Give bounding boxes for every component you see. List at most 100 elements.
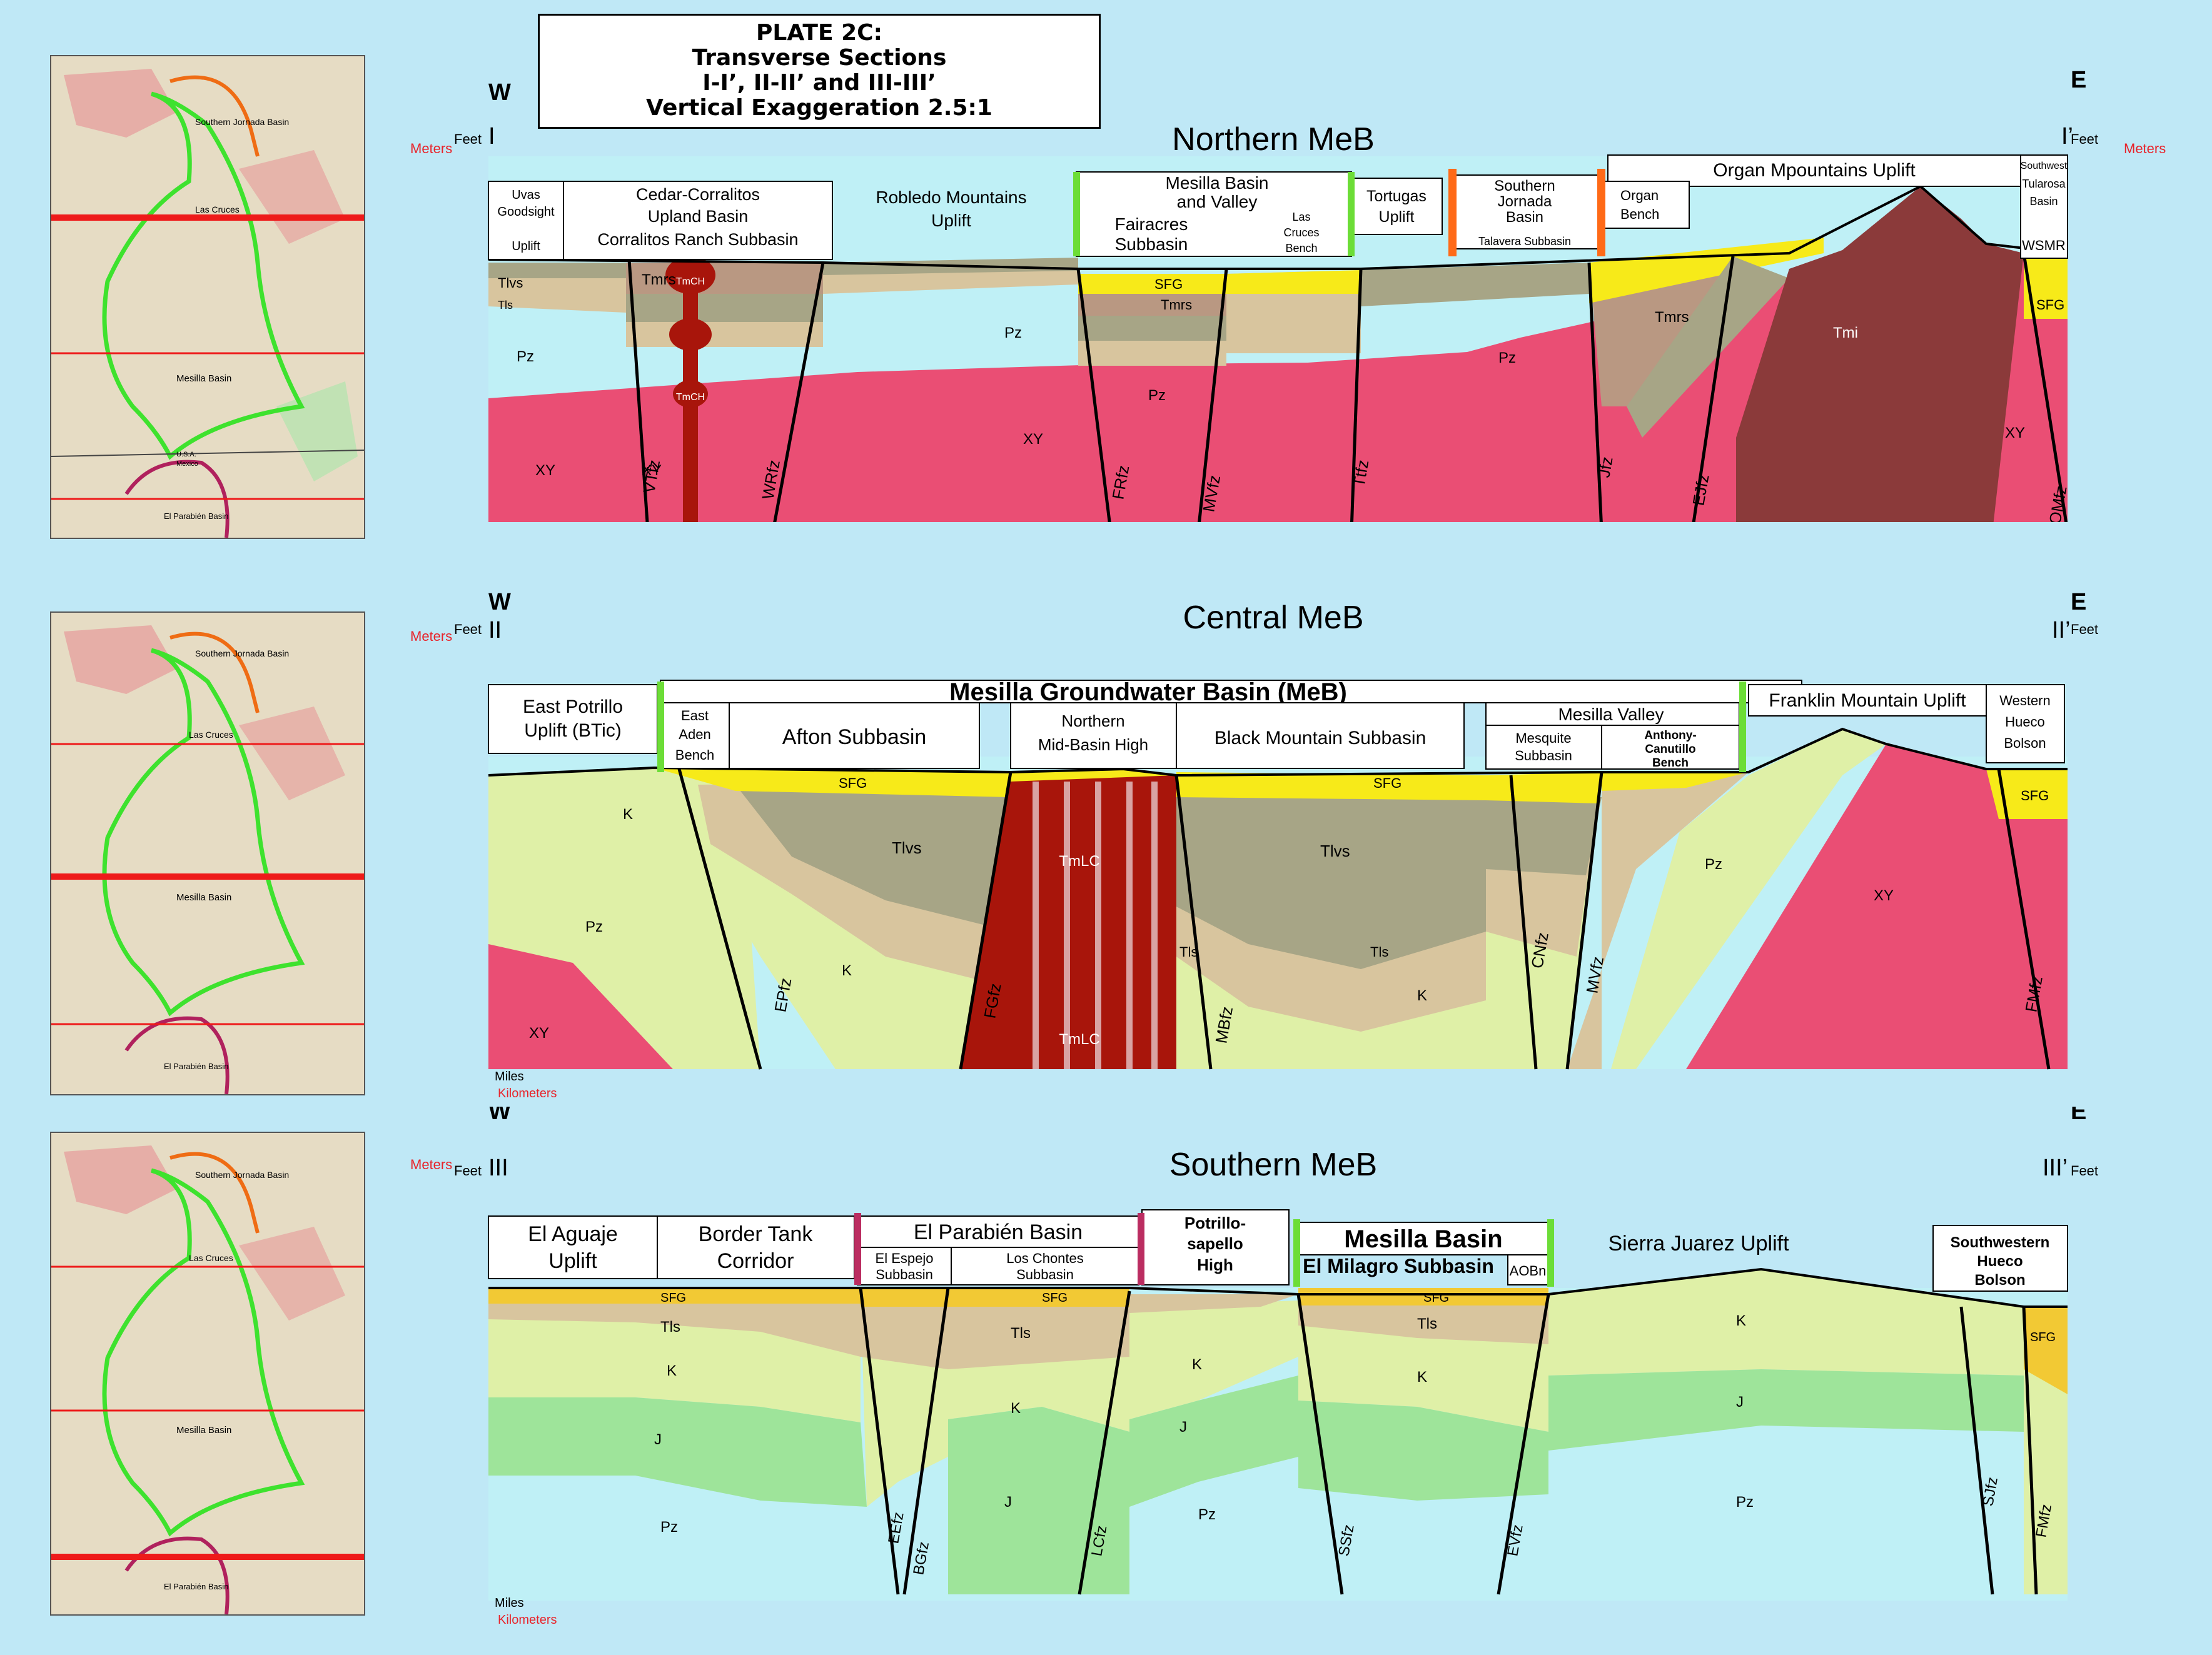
map3-label-cruces: Las Cruces	[189, 1253, 233, 1263]
label-Pz-2: Pz	[1004, 324, 1022, 341]
TmLC-stripes	[1033, 782, 1158, 1069]
fault-FMfz-III	[2022, 1306, 2038, 1595]
box-valley: Mesilla Valley	[1558, 705, 1664, 724]
cross-section-II: East Potrillo Uplift (BTic) Mesilla Grou…	[385, 581, 2193, 1104]
fault-FMfz	[1997, 768, 2051, 1070]
box-aguaje-2: Uplift	[548, 1249, 597, 1273]
label-XY-1: XY	[535, 462, 555, 479]
box-jornada-2: Jornada	[1498, 193, 1552, 210]
label-Tmi: Tmi	[1833, 324, 1858, 341]
section-title-III: Southern MeB	[1169, 1147, 1377, 1183]
unit-Tls-w	[488, 278, 626, 313]
box-lascruces-1: Las	[1292, 211, 1310, 223]
plate-subtitle: Transverse Sections	[692, 45, 947, 71]
box-cedar-1: Cedar-Corralitos	[636, 185, 760, 204]
box-hueco-III-1: Southwestern	[1951, 1234, 2050, 1251]
TmCH-bulb-2	[669, 318, 712, 351]
box-hueco-1: Western	[1999, 693, 2051, 708]
box-tularosa-1: Southwest	[2021, 161, 2068, 171]
fault-MVfz	[1196, 268, 1228, 532]
label-Pz-III-1: Pz	[660, 1519, 678, 1536]
label-SFG-II-3: SFG	[2021, 788, 2049, 803]
section-title-I: Northern MeB	[1172, 121, 1375, 158]
map-label-usa: U.S.A.	[176, 451, 196, 458]
box-mesilla-III: Mesilla Basin	[1344, 1225, 1502, 1253]
box-potrillo-III-3: High	[1197, 1255, 1233, 1274]
unit-XY-west	[488, 944, 673, 1069]
header-boxes-I: Uvas Goodsight Uplift Cedar-Corralitos U…	[488, 154, 2068, 260]
map3-label-parabien: El Parabién Basin	[164, 1582, 228, 1591]
axis-meters-left-III: Meters	[410, 1157, 452, 1172]
axis-miles-II: Miles	[495, 1070, 524, 1084]
fault-FGfz	[959, 772, 1013, 1070]
unit-SFG-fair	[1078, 274, 1226, 294]
fault-EEfz	[859, 1287, 900, 1595]
cross-section-I: Uvas Goodsight Uplift Cedar-Corralitos U…	[385, 0, 2193, 563]
section-start-I: I	[488, 123, 495, 149]
label-Tlvs-II-2: Tlvs	[1320, 842, 1350, 860]
unit-XY-franklin	[1686, 744, 2068, 1069]
label-Tls-II-2: Tls	[1179, 944, 1198, 960]
axis-meters-left-II: Meters	[410, 628, 452, 644]
map3-label-mesilla: Mesilla Basin	[176, 1425, 231, 1436]
unit-Tls-potrillo	[1129, 1294, 1298, 1313]
unit-J-aguaje	[488, 1397, 867, 1507]
unit-J-juarez	[1548, 1369, 2024, 1451]
label-K-III-2: K	[1011, 1400, 1021, 1417]
unit-Tlvs-afton	[735, 782, 1011, 932]
axis-km-III: Kilometers	[498, 1613, 557, 1627]
box-border-1: Border Tank	[699, 1222, 814, 1246]
box-fairacres-2: Subbasin	[1115, 234, 1188, 254]
label-XY-4: XY	[2005, 425, 2025, 441]
unit-SFG-parabien	[861, 1288, 1129, 1307]
box-anthony-2: Canutillo	[1645, 743, 1695, 756]
marker-basin-w-II	[657, 682, 664, 772]
box-aden-3: Bench	[675, 747, 714, 763]
marker-parabien-w	[854, 1213, 861, 1285]
label-Pz-1: Pz	[517, 348, 534, 365]
box-fairacres-1: Fairacres	[1115, 214, 1188, 234]
box-organbench-2: Bench	[1620, 206, 1659, 222]
box-meb: Mesilla Groundwater Basin (MeB)	[949, 678, 1347, 706]
marker-uplift-e	[1597, 169, 1605, 256]
label-J-III-3: J	[1179, 1419, 1187, 1436]
panel-section-III: Southern Jornada Basin Las Cruces Mesill…	[10, 1099, 2193, 1629]
fault-MVfz-II	[1565, 772, 1603, 1070]
unit-Tlvs-1	[626, 294, 823, 322]
section-start-II: II	[488, 617, 502, 643]
unit-K-potrillo	[1129, 1300, 1298, 1419]
unit-SFG-milagro	[1298, 1288, 1548, 1305]
label-Tmrs-2: Tmrs	[1161, 297, 1192, 313]
axis-feet-left-I: Feet	[454, 131, 482, 147]
faults-II	[677, 768, 2051, 1070]
unit-Tlvs-black	[1176, 788, 1486, 969]
axis-feet-right-III: Feet	[2071, 1163, 2098, 1179]
box-milagro: El Milagro Subbasin	[1303, 1255, 1494, 1277]
fault-Jfz	[1587, 262, 1603, 532]
label-Pz-III-2: Pz	[1198, 1506, 1216, 1523]
box-jornada-1: Southern	[1494, 178, 1555, 194]
label-Tls-1: Tls	[498, 299, 513, 311]
index-map-II: Southern Jornada Basin Las Cruces Mesill…	[50, 611, 365, 1095]
axis-meters-right-I: Meters	[2124, 141, 2166, 156]
unit-SFG-lascruces	[1226, 270, 1361, 294]
label-K-III-1: K	[667, 1362, 677, 1379]
label-SFG-1: SFG	[1154, 276, 1183, 292]
label-Pz-4: Pz	[1498, 350, 1516, 366]
box-mesquite-2: Subbasin	[1515, 748, 1572, 763]
label-SFG-II-2: SFG	[1373, 775, 1401, 791]
fault-FRfz	[1076, 268, 1113, 532]
section-end-II: II’	[2052, 617, 2071, 643]
label-J-III-2: J	[1004, 1494, 1012, 1511]
map2-label-cruces: Las Cruces	[189, 730, 233, 740]
fault-EJfz	[1690, 256, 1735, 532]
box-espejo-2: Subbasin	[876, 1267, 933, 1282]
unit-Tmi-organ	[1736, 186, 2024, 531]
label-TmLC-1: TmLC	[1059, 853, 1099, 870]
axis-feet-left-III: Feet	[454, 1163, 482, 1179]
unit-SFG-anthony	[1602, 772, 1749, 791]
axis-meters-left-I: Meters	[410, 141, 452, 156]
unit-Tmrs-fair	[1078, 294, 1226, 316]
label-J-III-4: J	[1736, 1394, 1744, 1411]
box-aden-1: East	[681, 708, 709, 723]
